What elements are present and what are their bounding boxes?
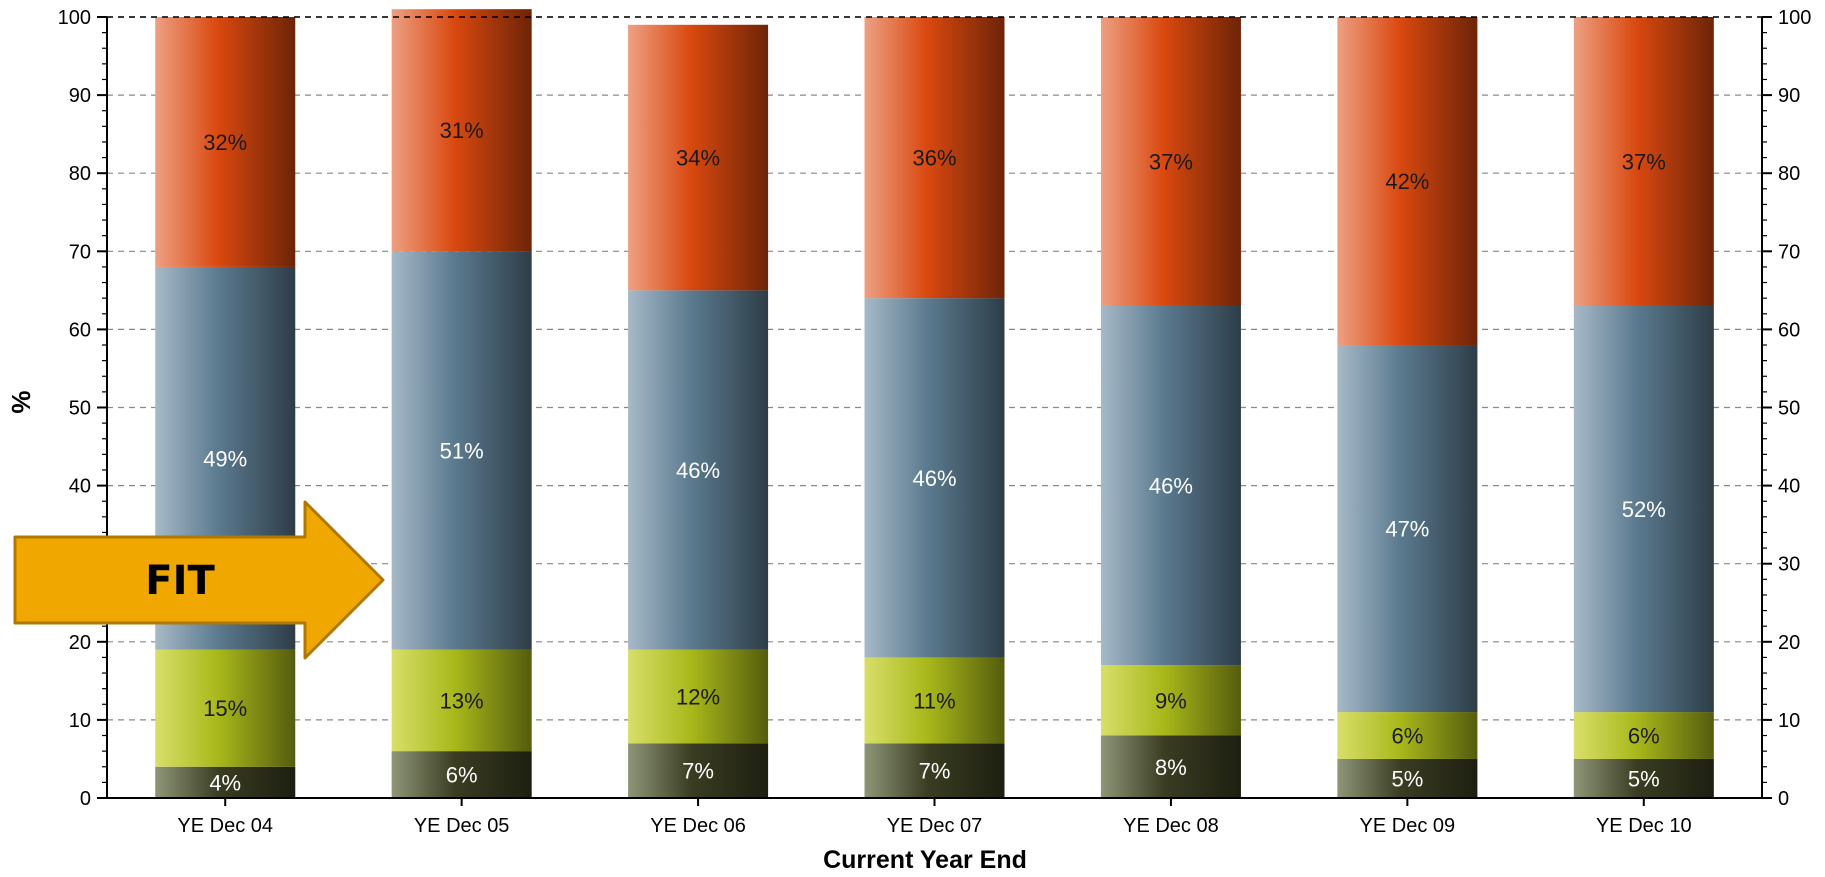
data-label: 9% [1155,688,1187,713]
bars: 4% 15% 49% 32% 6% 13% 51% 31% 7% 12% 46% 34% 7% 11% 46… [155,9,1714,798]
data-label: 37% [1149,149,1193,174]
y-tick-label-right: 40 [1778,476,1800,498]
bar-segment-shade [1337,758,1478,798]
y-tick-label-left: 10 [69,710,91,732]
x-tick-label: YE Dec 09 [1360,815,1456,837]
bar-segment-shade [864,298,1005,658]
data-label: 32% [203,130,247,155]
data-label: 42% [1385,169,1429,194]
data-label: 46% [1149,474,1193,499]
bar-segment-shade [864,743,1005,798]
data-label: 7% [919,759,951,784]
data-label: 15% [203,696,247,721]
data-label: 11% [913,688,955,713]
bar-segment-shade [391,751,532,798]
bar-segment-shade [864,17,1005,299]
fit-arrow-shape [13,500,385,660]
y-tick-label-right: 100 [1778,7,1811,29]
bar-segment-shade [628,24,769,291]
x-tick-label: YE Dec 07 [887,815,983,837]
data-label: 46% [912,466,956,491]
y-tick-label-left: 70 [69,241,91,263]
y-tick-label-right: 50 [1778,398,1800,420]
data-label: 4% [209,770,241,795]
bar-segment-shade [628,649,769,744]
bar-segment-shade [1100,305,1241,666]
data-label: 31% [440,118,484,143]
data-label: 12% [676,684,720,709]
data-label: 5% [1391,766,1423,791]
y-tick-label-left: 20 [69,632,91,654]
y-tick-label-left: 90 [69,85,91,107]
x-tick-label: YE Dec 10 [1596,815,1692,837]
y-tick-label-right: 20 [1778,632,1800,654]
bar-segment-shade [1573,712,1714,759]
y-tick-label-right: 80 [1778,163,1800,185]
data-label: 6% [446,763,478,788]
data-label: 6% [1391,724,1423,749]
y-tick-label-right: 30 [1778,554,1800,576]
bar-segment-shade [628,743,769,798]
y-tick-label-left: 40 [69,476,91,498]
data-label: 37% [1622,149,1666,174]
data-label: 52% [1622,497,1666,522]
y-tick-label-left: 80 [69,163,91,185]
y-tick-label-right: 0 [1778,788,1789,810]
x-tick-label: YE Dec 08 [1123,815,1219,837]
x-tick-label: YE Dec 06 [650,815,746,837]
bar-segment-shade [1337,17,1478,346]
bar-segment-shade [628,290,769,650]
y-tick-label-left: 50 [69,398,91,420]
data-label: 49% [203,446,247,471]
bar-segment-shade [1337,345,1478,713]
data-label: 36% [912,146,956,171]
x-axis-title: Current Year End [823,846,1027,872]
bar-segment-shade [155,649,296,767]
bar-segment-shade [1573,758,1714,798]
bar-segment-shade [391,9,532,252]
bar-segment-shade [1337,712,1478,759]
bar-segment-shade [1573,305,1714,713]
bar-segment-shade [155,17,296,267]
fit-arrow-annotation: FIT [13,500,385,660]
data-label: 6% [1628,724,1660,749]
bar-segment-shade [1573,17,1714,306]
bar-segment-shade [155,766,296,798]
x-tick-label: YE Dec 04 [177,815,273,837]
bar-segment-shade [1100,735,1241,798]
data-label: 46% [676,458,720,483]
y-tick-label-right: 90 [1778,85,1800,107]
y-tick-label-left: 60 [69,319,91,341]
data-label: 51% [440,438,484,463]
y-tick-label-right: 60 [1778,319,1800,341]
data-label: 47% [1385,517,1429,542]
bar-segment-shade [1100,665,1241,736]
data-label: 7% [682,759,714,784]
data-label: 34% [676,146,720,171]
bar-segment-shade [391,649,532,752]
data-label: 8% [1155,755,1187,780]
fit-arrow-label: FIT [145,558,215,604]
bar-segment-shade [864,657,1005,744]
y-tick-label-right: 70 [1778,241,1800,263]
y-tick-label-right: 10 [1778,710,1800,732]
bar-segment-shade [391,251,532,650]
data-label: 5% [1628,766,1660,791]
data-label: 13% [440,688,484,713]
bar-segment-shade [1100,17,1241,306]
y-axis-title: % [6,390,36,413]
y-tick-label-left: 0 [80,788,91,810]
x-tick-label: YE Dec 05 [414,815,510,837]
y-tick-label-left: 100 [58,7,91,29]
